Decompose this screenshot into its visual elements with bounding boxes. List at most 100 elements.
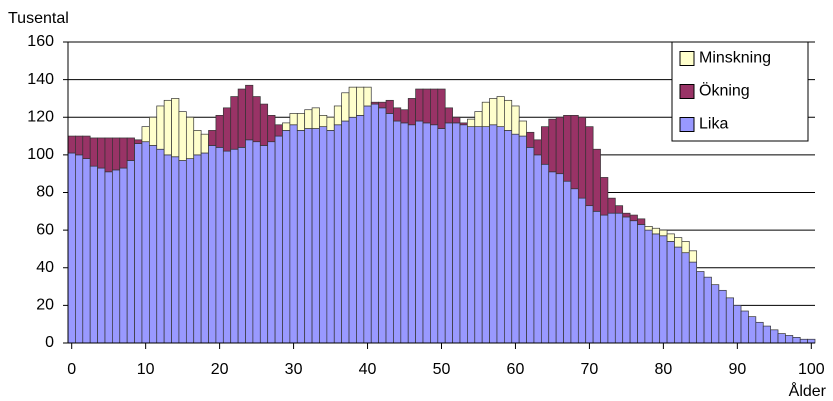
bar xyxy=(437,128,446,344)
bar xyxy=(245,139,254,344)
bar xyxy=(489,124,498,344)
bar xyxy=(481,126,490,344)
x-tick-label: 90 xyxy=(728,361,746,378)
bar xyxy=(511,105,520,135)
bar xyxy=(400,109,409,124)
bar xyxy=(193,130,202,156)
bar xyxy=(629,220,638,344)
bar xyxy=(459,122,468,126)
bar xyxy=(193,154,202,344)
legend-swatch xyxy=(679,117,695,132)
bar xyxy=(333,105,343,126)
bar xyxy=(755,321,764,344)
bar xyxy=(592,148,601,212)
x-tick-label: 10 xyxy=(137,361,155,378)
legend-label: Minskning xyxy=(699,50,771,67)
bar xyxy=(400,122,409,344)
bar xyxy=(622,216,631,344)
bar xyxy=(119,167,128,344)
bar xyxy=(733,305,742,344)
bar xyxy=(563,180,572,344)
bar xyxy=(577,116,587,199)
bar xyxy=(252,141,261,344)
bar xyxy=(230,148,239,344)
bar xyxy=(674,237,683,248)
bar xyxy=(511,133,520,344)
bar xyxy=(444,107,453,124)
bar xyxy=(282,122,291,131)
bar xyxy=(644,229,653,344)
x-tick-label: 50 xyxy=(433,361,451,378)
bar xyxy=(467,126,476,344)
bar xyxy=(688,261,698,344)
bar xyxy=(637,224,646,344)
bar xyxy=(363,86,372,107)
bar xyxy=(363,105,372,344)
bar xyxy=(89,137,98,167)
y-tick-label: 20 xyxy=(36,297,54,314)
bar xyxy=(607,212,616,344)
bar xyxy=(356,86,365,116)
bar xyxy=(555,173,564,344)
bar xyxy=(659,229,668,237)
bar xyxy=(333,124,343,344)
bar xyxy=(481,101,490,128)
bar xyxy=(385,113,394,344)
bar xyxy=(703,276,712,344)
bar xyxy=(215,147,224,344)
bar xyxy=(430,124,439,344)
x-axis-label: Ålder xyxy=(789,381,827,400)
bar xyxy=(252,96,261,143)
legend-swatch xyxy=(679,84,695,99)
bar xyxy=(629,214,638,222)
bar xyxy=(163,99,172,156)
bar xyxy=(659,235,668,344)
bar xyxy=(171,156,180,344)
bar xyxy=(185,116,195,159)
bar xyxy=(97,137,106,169)
bar xyxy=(348,116,357,344)
bar xyxy=(548,118,557,173)
bar xyxy=(304,109,313,129)
bar xyxy=(208,145,217,344)
bar xyxy=(740,310,749,344)
bar xyxy=(126,160,135,344)
y-tick-label: 140 xyxy=(27,71,54,88)
bar xyxy=(548,171,557,344)
y-tick-label: 80 xyxy=(36,184,54,201)
bar xyxy=(208,130,217,146)
bar xyxy=(577,197,587,344)
bar xyxy=(452,122,461,344)
bar xyxy=(792,337,801,344)
bar xyxy=(319,126,328,344)
bar xyxy=(311,128,320,344)
bar xyxy=(496,96,505,128)
bar xyxy=(156,105,165,150)
legend: Minskning Ökning Lika xyxy=(671,41,809,142)
bar xyxy=(274,135,283,344)
bar xyxy=(407,124,416,344)
y-tick-label: 40 xyxy=(36,259,54,276)
bar xyxy=(296,113,306,131)
bar xyxy=(540,163,550,344)
bar xyxy=(570,188,579,344)
bar xyxy=(259,103,269,146)
bar xyxy=(141,126,150,143)
bar xyxy=(319,115,328,128)
x-tick-label: 60 xyxy=(507,361,525,378)
y-axis-label: Tusental xyxy=(8,10,69,27)
x-tick-label: 20 xyxy=(211,361,229,378)
bar xyxy=(75,135,84,156)
bar xyxy=(644,226,653,231)
bar xyxy=(378,107,387,344)
bar xyxy=(637,218,646,225)
bar xyxy=(526,131,535,148)
bar xyxy=(474,126,483,344)
bar xyxy=(748,316,757,344)
bar xyxy=(356,115,365,344)
bar xyxy=(171,98,180,158)
y-tick-label: 0 xyxy=(45,334,54,351)
y-tick-label: 120 xyxy=(27,108,54,125)
y-tick-label: 160 xyxy=(27,33,54,50)
bar xyxy=(437,88,446,129)
